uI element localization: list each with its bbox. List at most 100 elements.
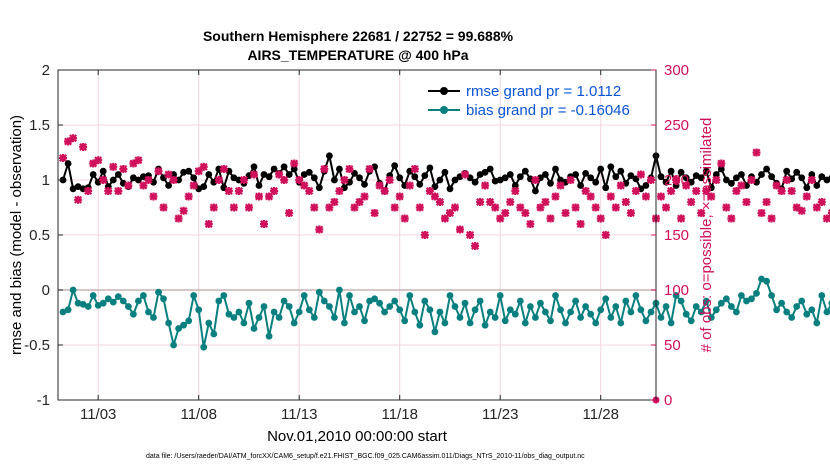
data-point — [99, 167, 107, 175]
data-point — [361, 317, 368, 325]
data-point — [687, 317, 695, 325]
data-point — [743, 182, 750, 189]
data-point-cross — [270, 187, 279, 195]
data-point-cross — [109, 162, 118, 171]
data-point — [682, 174, 690, 182]
data-point — [104, 295, 112, 303]
data-point-cross — [521, 209, 530, 217]
data-point — [165, 319, 173, 327]
x-tick-label: 11/08 — [180, 406, 216, 423]
data-point — [758, 171, 765, 178]
data-point — [527, 303, 534, 310]
y-right-tick-label: 0 — [664, 392, 672, 409]
data-point — [738, 171, 745, 178]
data-point-cross — [435, 198, 444, 206]
data-point-cross — [752, 148, 761, 157]
data-point-cross — [385, 176, 394, 184]
data-point — [577, 314, 584, 321]
y-left-tick-label: 1.5 — [29, 117, 50, 134]
data-point-cross — [747, 176, 756, 184]
data-point — [396, 306, 404, 314]
data-point — [682, 310, 690, 318]
data-point — [723, 176, 730, 184]
data-point — [532, 314, 539, 321]
data-point — [672, 182, 680, 189]
data-point-cross — [531, 176, 540, 184]
data-point — [461, 299, 469, 307]
data-point — [441, 168, 449, 176]
data-point — [290, 165, 298, 173]
data-point-cross — [792, 203, 801, 212]
data-point-cross — [631, 187, 640, 195]
data-point — [451, 176, 459, 184]
data-point — [109, 298, 117, 306]
data-point — [748, 295, 755, 303]
y-axis-right-label: # of obs: o=possible; ×=assimilated — [698, 118, 715, 353]
y-right-tick-label: 100 — [664, 282, 689, 299]
data-point — [69, 286, 77, 294]
y-right-tick-label: 150 — [664, 227, 689, 244]
data-point — [662, 303, 670, 310]
legend-bias-marker — [440, 106, 448, 114]
data-point — [170, 341, 178, 349]
data-point — [783, 308, 791, 316]
data-point — [160, 174, 167, 182]
data-point — [506, 171, 514, 178]
data-point-cross — [636, 170, 645, 179]
data-point — [763, 165, 770, 173]
data-point — [190, 174, 198, 182]
data-point — [290, 319, 298, 327]
data-point — [381, 308, 388, 316]
data-point-cross — [556, 181, 565, 190]
data-point — [320, 297, 328, 305]
data-point — [205, 171, 213, 178]
data-point — [114, 171, 122, 178]
data-point — [250, 163, 258, 171]
y-left-tick-label: 2 — [42, 62, 50, 79]
data-point — [310, 314, 318, 321]
data-point — [200, 343, 208, 351]
data-point — [185, 317, 193, 325]
data-point-cross — [405, 181, 414, 190]
data-point — [823, 176, 830, 184]
data-point-cross — [335, 187, 344, 195]
data-point — [657, 314, 665, 321]
data-point — [235, 176, 243, 184]
data-point — [300, 292, 308, 299]
data-point — [707, 184, 715, 192]
data-point-cross — [546, 214, 555, 223]
data-point-cross — [762, 198, 771, 206]
data-point — [587, 174, 595, 182]
data-point-cross — [390, 203, 399, 212]
data-point — [64, 306, 72, 314]
data-point — [607, 314, 615, 321]
data-point — [411, 308, 419, 316]
data-point-cross — [229, 203, 238, 212]
data-point — [667, 167, 675, 175]
data-point — [723, 295, 730, 303]
data-point — [270, 308, 278, 316]
x-tick-label: 11/13 — [281, 406, 317, 423]
data-point — [481, 321, 489, 329]
data-point — [280, 297, 288, 305]
data-point-cross — [79, 143, 88, 151]
data-point — [692, 303, 700, 310]
data-point — [511, 310, 519, 318]
data-point — [119, 297, 127, 305]
data-point — [486, 165, 494, 173]
data-point-cross — [99, 176, 108, 184]
data-point — [426, 306, 434, 314]
data-point-cross — [586, 192, 595, 201]
data-point — [728, 303, 735, 310]
data-point — [813, 319, 821, 327]
data-point — [386, 303, 394, 310]
data-point — [145, 308, 152, 316]
data-point-cross — [415, 203, 424, 212]
data-point — [265, 332, 273, 340]
data-point — [572, 171, 579, 178]
data-point-cross — [320, 165, 329, 173]
data-point — [431, 328, 439, 336]
data-point — [361, 181, 368, 188]
data-point-cross — [662, 203, 671, 212]
data-point — [818, 292, 826, 299]
